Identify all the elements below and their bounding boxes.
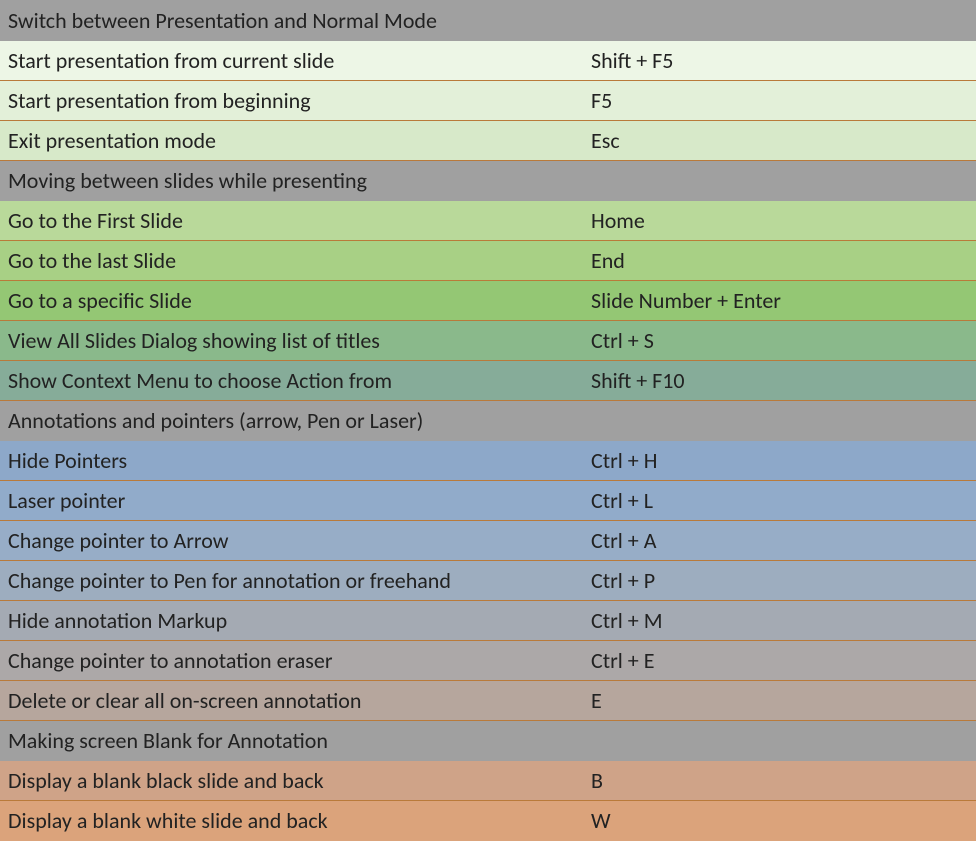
table-row: Change pointer to annotation eraserCtrl … [0,641,976,681]
table-row: Go to a specific SlideSlide Number + Ent… [0,281,976,321]
action-cell: Change pointer to Arrow [0,527,585,554]
shortcut-cell: Ctrl + M [585,607,976,634]
table-row: Start presentation from current slideShi… [0,41,976,81]
action-cell: Display a blank black slide and back [0,767,585,794]
section-title: Making screen Blank for Annotation [0,727,976,754]
shortcut-cell: W [585,807,976,834]
section-title: Annotations and pointers (arrow, Pen or … [0,407,976,434]
shortcut-table: Switch between Presentation and Normal M… [0,0,976,841]
action-cell: Go to the last Slide [0,247,585,274]
action-cell: Show Context Menu to choose Action from [0,367,585,394]
table-row: View All Slides Dialog showing list of t… [0,321,976,361]
action-cell: Hide Pointers [0,447,585,474]
table-row: Show Context Menu to choose Action fromS… [0,361,976,401]
shortcut-cell: Ctrl + H [585,447,976,474]
shortcut-cell: Ctrl + E [585,647,976,674]
table-row: Change pointer to Pen for annotation or … [0,561,976,601]
table-row: Change pointer to ArrowCtrl + A [0,521,976,561]
shortcut-cell: End [585,247,976,274]
action-cell: Hide annotation Markup [0,607,585,634]
table-row: Delete or clear all on-screen annotation… [0,681,976,721]
table-row: Exit presentation modeEsc [0,121,976,161]
action-cell: Delete or clear all on-screen annotation [0,687,585,714]
action-cell: Change pointer to Pen for annotation or … [0,567,585,594]
shortcut-cell: Ctrl + A [585,527,976,554]
section-title: Switch between Presentation and Normal M… [0,7,976,34]
shortcut-cell: Slide Number + Enter [585,287,976,314]
shortcut-cell: Ctrl + S [585,327,976,354]
shortcut-cell: B [585,767,976,794]
action-cell: Start presentation from current slide [0,47,585,74]
action-cell: Start presentation from beginning [0,87,585,114]
table-row: Display a blank white slide and backW [0,801,976,841]
table-row: Start presentation from beginningF5 [0,81,976,121]
action-cell: View All Slides Dialog showing list of t… [0,327,585,354]
shortcut-cell: Shift + F10 [585,367,976,394]
section-header: Moving between slides while presenting [0,161,976,201]
action-cell: Go to the First Slide [0,207,585,234]
section-title: Moving between slides while presenting [0,167,976,194]
table-row: Hide annotation MarkupCtrl + M [0,601,976,641]
shortcut-cell: Shift + F5 [585,47,976,74]
shortcut-cell: Home [585,207,976,234]
action-cell: Exit presentation mode [0,127,585,154]
shortcut-cell: Ctrl + P [585,567,976,594]
section-header: Switch between Presentation and Normal M… [0,1,976,41]
table-row: Display a blank black slide and backB [0,761,976,801]
table-row: Laser pointerCtrl + L [0,481,976,521]
action-cell: Change pointer to annotation eraser [0,647,585,674]
table-row: Go to the First SlideHome [0,201,976,241]
section-header: Annotations and pointers (arrow, Pen or … [0,401,976,441]
action-cell: Display a blank white slide and back [0,807,585,834]
section-header: Making screen Blank for Annotation [0,721,976,761]
table-row: Go to the last SlideEnd [0,241,976,281]
action-cell: Go to a specific Slide [0,287,585,314]
action-cell: Laser pointer [0,487,585,514]
shortcut-cell: E [585,687,976,714]
shortcut-cell: Esc [585,127,976,154]
shortcut-cell: Ctrl + L [585,487,976,514]
shortcut-cell: F5 [585,87,976,114]
table-row: Hide PointersCtrl + H [0,441,976,481]
